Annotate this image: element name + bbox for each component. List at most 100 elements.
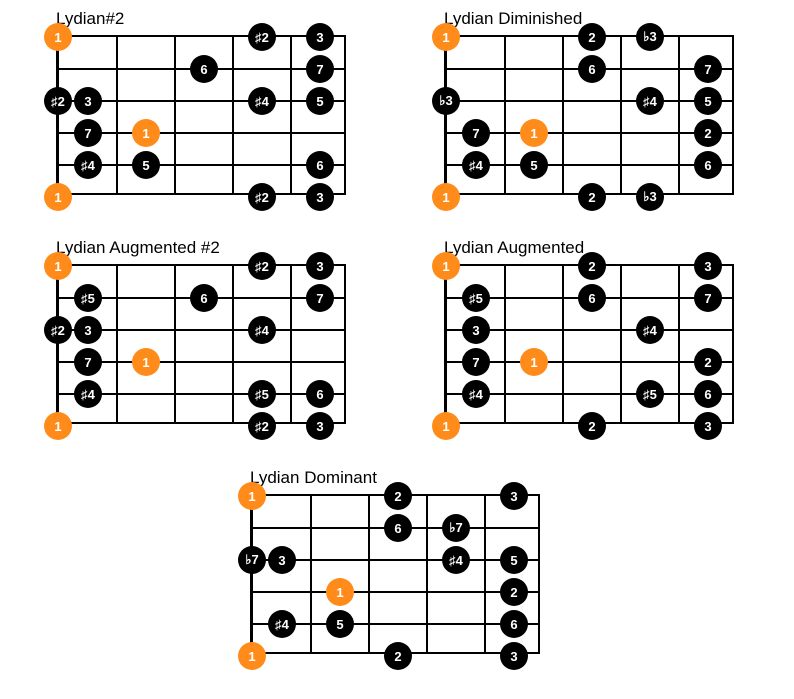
scale-note: 2: [578, 23, 606, 51]
fret-line: [116, 37, 118, 193]
root-note: 1: [520, 119, 548, 147]
scale-note: 7: [74, 348, 102, 376]
scale-note: ♯2: [248, 252, 276, 280]
scale-note: 7: [462, 119, 490, 147]
scale-diagram: Lydian Augmented123♯5673♯4712♯4♯56123: [444, 264, 734, 424]
scale-note: 5: [694, 87, 722, 115]
scale-diagram: Lydian#21♯2367♯23♯4571♯4561♯23: [56, 35, 346, 195]
scale-note: 3: [74, 87, 102, 115]
fret-line: [620, 266, 622, 422]
scale-note: 5: [326, 610, 354, 638]
scale-note: 7: [74, 119, 102, 147]
string-line: [253, 591, 538, 593]
scale-note: ♯2: [44, 316, 72, 344]
root-note: 1: [520, 348, 548, 376]
scale-note: 6: [578, 284, 606, 312]
scale-note: 6: [306, 380, 334, 408]
scale-note: ♯2: [248, 412, 276, 440]
scale-note: 2: [384, 482, 412, 510]
fret-line: [232, 266, 234, 422]
root-note: 1: [44, 183, 72, 211]
fretboard: 1236♭7♭73♯4512♯456123: [250, 494, 540, 654]
scale-note: 6: [190, 55, 218, 83]
scale-note: 2: [500, 578, 528, 606]
fret-line: [678, 37, 680, 193]
scale-note: 3: [694, 252, 722, 280]
scale-note: 5: [520, 151, 548, 179]
root-note: 1: [326, 578, 354, 606]
scale-note: 3: [306, 183, 334, 211]
fret-line: [562, 37, 564, 193]
fretboard: 123♯5673♯4712♯4♯56123: [444, 264, 734, 424]
scale-note: ♯2: [44, 87, 72, 115]
scale-diagram: Lydian Dominant1236♭7♭73♯4512♯456123: [250, 494, 540, 654]
scale-note: 3: [306, 412, 334, 440]
scale-note: 2: [694, 119, 722, 147]
root-note: 1: [44, 23, 72, 51]
scale-note: 2: [694, 348, 722, 376]
diagram-title: Lydian Augmented: [444, 238, 584, 258]
scale-note: ♯2: [248, 23, 276, 51]
scale-note: ♭7: [238, 546, 266, 574]
string-line: [447, 100, 732, 102]
scale-note: 6: [384, 514, 412, 542]
root-note: 1: [432, 252, 460, 280]
scale-note: ♯5: [248, 380, 276, 408]
fret-line: [562, 266, 564, 422]
fret-line: [504, 266, 506, 422]
scale-note: 3: [462, 316, 490, 344]
scale-note: 3: [500, 482, 528, 510]
scale-note: 2: [384, 642, 412, 670]
scale-note: ♯5: [462, 284, 490, 312]
scale-note: 6: [694, 380, 722, 408]
root-note: 1: [132, 348, 160, 376]
scale-note: ♯4: [462, 151, 490, 179]
root-note: 1: [432, 412, 460, 440]
scale-note: 5: [132, 151, 160, 179]
scale-note: ♭3: [636, 183, 664, 211]
fret-line: [426, 496, 428, 652]
fret-line: [290, 37, 292, 193]
fret-line: [678, 266, 680, 422]
scale-note: 7: [306, 55, 334, 83]
scale-note: ♯4: [74, 380, 102, 408]
scale-note: ♯4: [268, 610, 296, 638]
fret-line: [484, 496, 486, 652]
scale-note: 3: [306, 252, 334, 280]
fret-line: [290, 266, 292, 422]
scale-note: 5: [306, 87, 334, 115]
scale-note: 6: [306, 151, 334, 179]
scale-note: 5: [500, 546, 528, 574]
scale-note: 3: [500, 642, 528, 670]
scale-note: 6: [578, 55, 606, 83]
root-note: 1: [238, 642, 266, 670]
fretboard: 1♯2367♯23♯4571♯4561♯23: [56, 35, 346, 195]
scale-note: ♯5: [74, 284, 102, 312]
scale-note: ♯4: [248, 316, 276, 344]
scale-note: 3: [694, 412, 722, 440]
scale-note: 2: [578, 412, 606, 440]
scale-note: ♭3: [432, 87, 460, 115]
scale-note: 6: [190, 284, 218, 312]
fretboard: 12♭367♭3♯45712♯45612♭3: [444, 35, 734, 195]
diagram-title: Lydian Augmented #2: [56, 238, 220, 258]
fret-line: [174, 37, 176, 193]
root-note: 1: [132, 119, 160, 147]
scale-diagram: Lydian Diminished12♭367♭3♯45712♯45612♭3: [444, 35, 734, 195]
fret-line: [368, 496, 370, 652]
diagram-title: Lydian Dominant: [250, 468, 377, 488]
fret-line: [232, 37, 234, 193]
root-note: 1: [238, 482, 266, 510]
root-note: 1: [432, 183, 460, 211]
scale-note: ♯5: [636, 380, 664, 408]
fretboard: 1♯23♯567♯23♯471♯4♯561♯23: [56, 264, 346, 424]
fret-line: [504, 37, 506, 193]
scale-note: 7: [306, 284, 334, 312]
root-note: 1: [432, 23, 460, 51]
scale-note: ♯4: [442, 546, 470, 574]
scale-note: 7: [694, 55, 722, 83]
scale-note: ♭3: [636, 23, 664, 51]
scale-note: ♯4: [636, 316, 664, 344]
scale-note: ♯4: [74, 151, 102, 179]
fret-line: [620, 37, 622, 193]
